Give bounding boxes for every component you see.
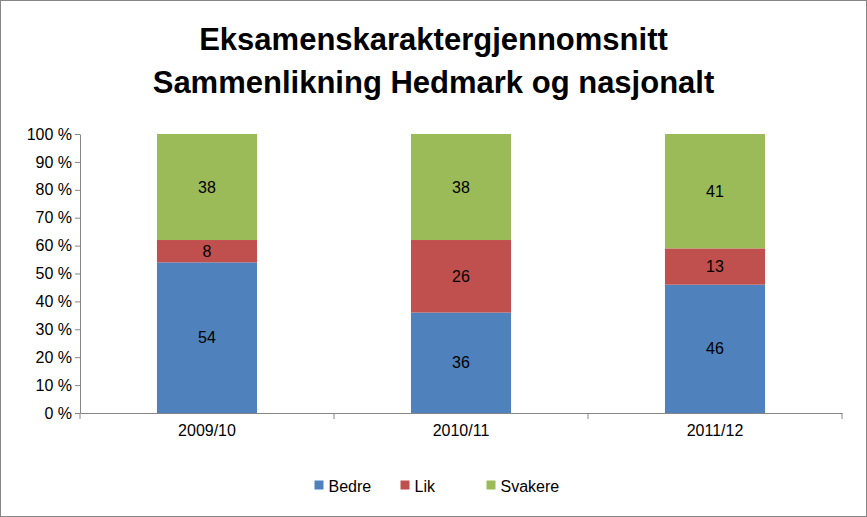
- bar-segment: [157, 240, 257, 262]
- y-tick: 90 %: [36, 154, 80, 171]
- y-tick-label: 70 %: [36, 209, 72, 226]
- category-separator: [588, 413, 589, 419]
- y-tick: 30 %: [36, 321, 80, 338]
- data-label: 46: [706, 340, 724, 357]
- legend-label: Svakere: [501, 478, 560, 495]
- bar-segment: [665, 285, 765, 413]
- category-separator: [334, 413, 335, 419]
- bar-segment: [411, 134, 511, 240]
- y-tick-mark: [75, 329, 80, 330]
- y-tick-mark: [75, 301, 80, 302]
- y-tick-label: 60 %: [36, 237, 72, 254]
- y-tick-mark: [75, 413, 80, 414]
- bars: [157, 134, 765, 413]
- y-tick: 100 %: [27, 126, 80, 143]
- category-separator: [80, 413, 81, 419]
- data-label: 54: [198, 329, 216, 346]
- legend-swatch: [315, 481, 324, 490]
- x-tick: 2009/10: [178, 413, 236, 439]
- data-label: 8: [203, 243, 212, 260]
- y-tick-mark: [75, 274, 80, 275]
- legend-swatch: [401, 481, 410, 490]
- legend-item: Bedre: [315, 478, 372, 495]
- x-tick: 2011/12: [687, 413, 744, 439]
- bar-segment: [157, 134, 257, 240]
- y-tick: 0 %: [44, 405, 80, 422]
- data-label: 36: [452, 354, 470, 371]
- chart-title-line: Sammenlikning Hedmark og nasjonalt: [153, 65, 715, 100]
- y-tick-label: 30 %: [36, 321, 72, 338]
- legend-item: Lik: [401, 478, 436, 495]
- x-tick-label: 2009/10: [178, 422, 236, 439]
- y-tick-label: 0 %: [44, 405, 72, 422]
- x-tick-label: 2011/12: [687, 422, 744, 439]
- x-axis-line: [81, 413, 843, 414]
- y-tick-mark: [75, 162, 80, 163]
- y-tick-label: 40 %: [36, 293, 72, 310]
- y-tick-mark: [75, 190, 80, 191]
- x-axis: 2009/10 2010/11 2011/12: [81, 413, 843, 439]
- y-tick-label: 90 %: [36, 154, 72, 171]
- y-tick-mark: [75, 246, 80, 247]
- legend-label: Bedre: [329, 478, 372, 495]
- y-tick-label: 20 %: [36, 349, 72, 366]
- y-axis: 0 % 10 % 20 % 30 % 40 % 50 % 60 % 70 % 80 % 90 % 1…: [27, 126, 81, 422]
- legend: Bedre Lik Svakere: [315, 478, 560, 495]
- data-label: 41: [706, 183, 724, 200]
- chart-title: Eksamenskaraktergjennomsnitt Sammenliknin…: [153, 22, 715, 100]
- bar-segment: [665, 134, 765, 248]
- y-tick: 80 %: [36, 181, 80, 198]
- y-tick-label: 10 %: [36, 377, 72, 394]
- y-tick: 40 %: [36, 293, 80, 310]
- x-tick: 2010/11: [433, 413, 490, 439]
- x-tick-label: 2010/11: [433, 422, 490, 439]
- data-label: 26: [452, 268, 470, 285]
- series-bars: [157, 134, 765, 248]
- legend-label: Lik: [415, 478, 436, 495]
- y-tick: 10 %: [36, 377, 80, 394]
- chart: Eksamenskaraktergjennomsnitt Sammenliknin…: [0, 0, 867, 517]
- y-tick: 60 %: [36, 237, 80, 254]
- series-bars: [157, 240, 765, 313]
- chart-frame: [1, 1, 867, 517]
- y-tick: 20 %: [36, 349, 80, 366]
- y-tick-mark: [75, 218, 80, 219]
- bar-segment: [411, 240, 511, 313]
- y-tick-mark: [75, 134, 80, 135]
- bar-segment: [665, 248, 765, 284]
- y-tick-mark: [75, 385, 80, 386]
- y-tick-mark: [75, 357, 80, 358]
- data-labels: 54 36 46 8 26 13 38 38 41: [198, 179, 724, 372]
- y-axis-line: [80, 135, 81, 414]
- y-tick-label: 100 %: [27, 126, 72, 143]
- bar-segment: [157, 262, 257, 413]
- category-separator: [842, 413, 843, 419]
- y-tick: 50 %: [36, 265, 80, 282]
- data-label: 13: [706, 258, 724, 275]
- legend-swatch: [487, 481, 496, 490]
- chart-title-line: Eksamenskaraktergjennomsnitt: [199, 22, 668, 57]
- y-tick-label: 80 %: [36, 181, 72, 198]
- y-tick-label: 50 %: [36, 265, 72, 282]
- legend-item: Svakere: [487, 478, 560, 495]
- y-tick: 70 %: [36, 209, 80, 226]
- bar-segment: [411, 313, 511, 413]
- data-label: 38: [452, 179, 470, 196]
- data-label: 38: [198, 179, 216, 196]
